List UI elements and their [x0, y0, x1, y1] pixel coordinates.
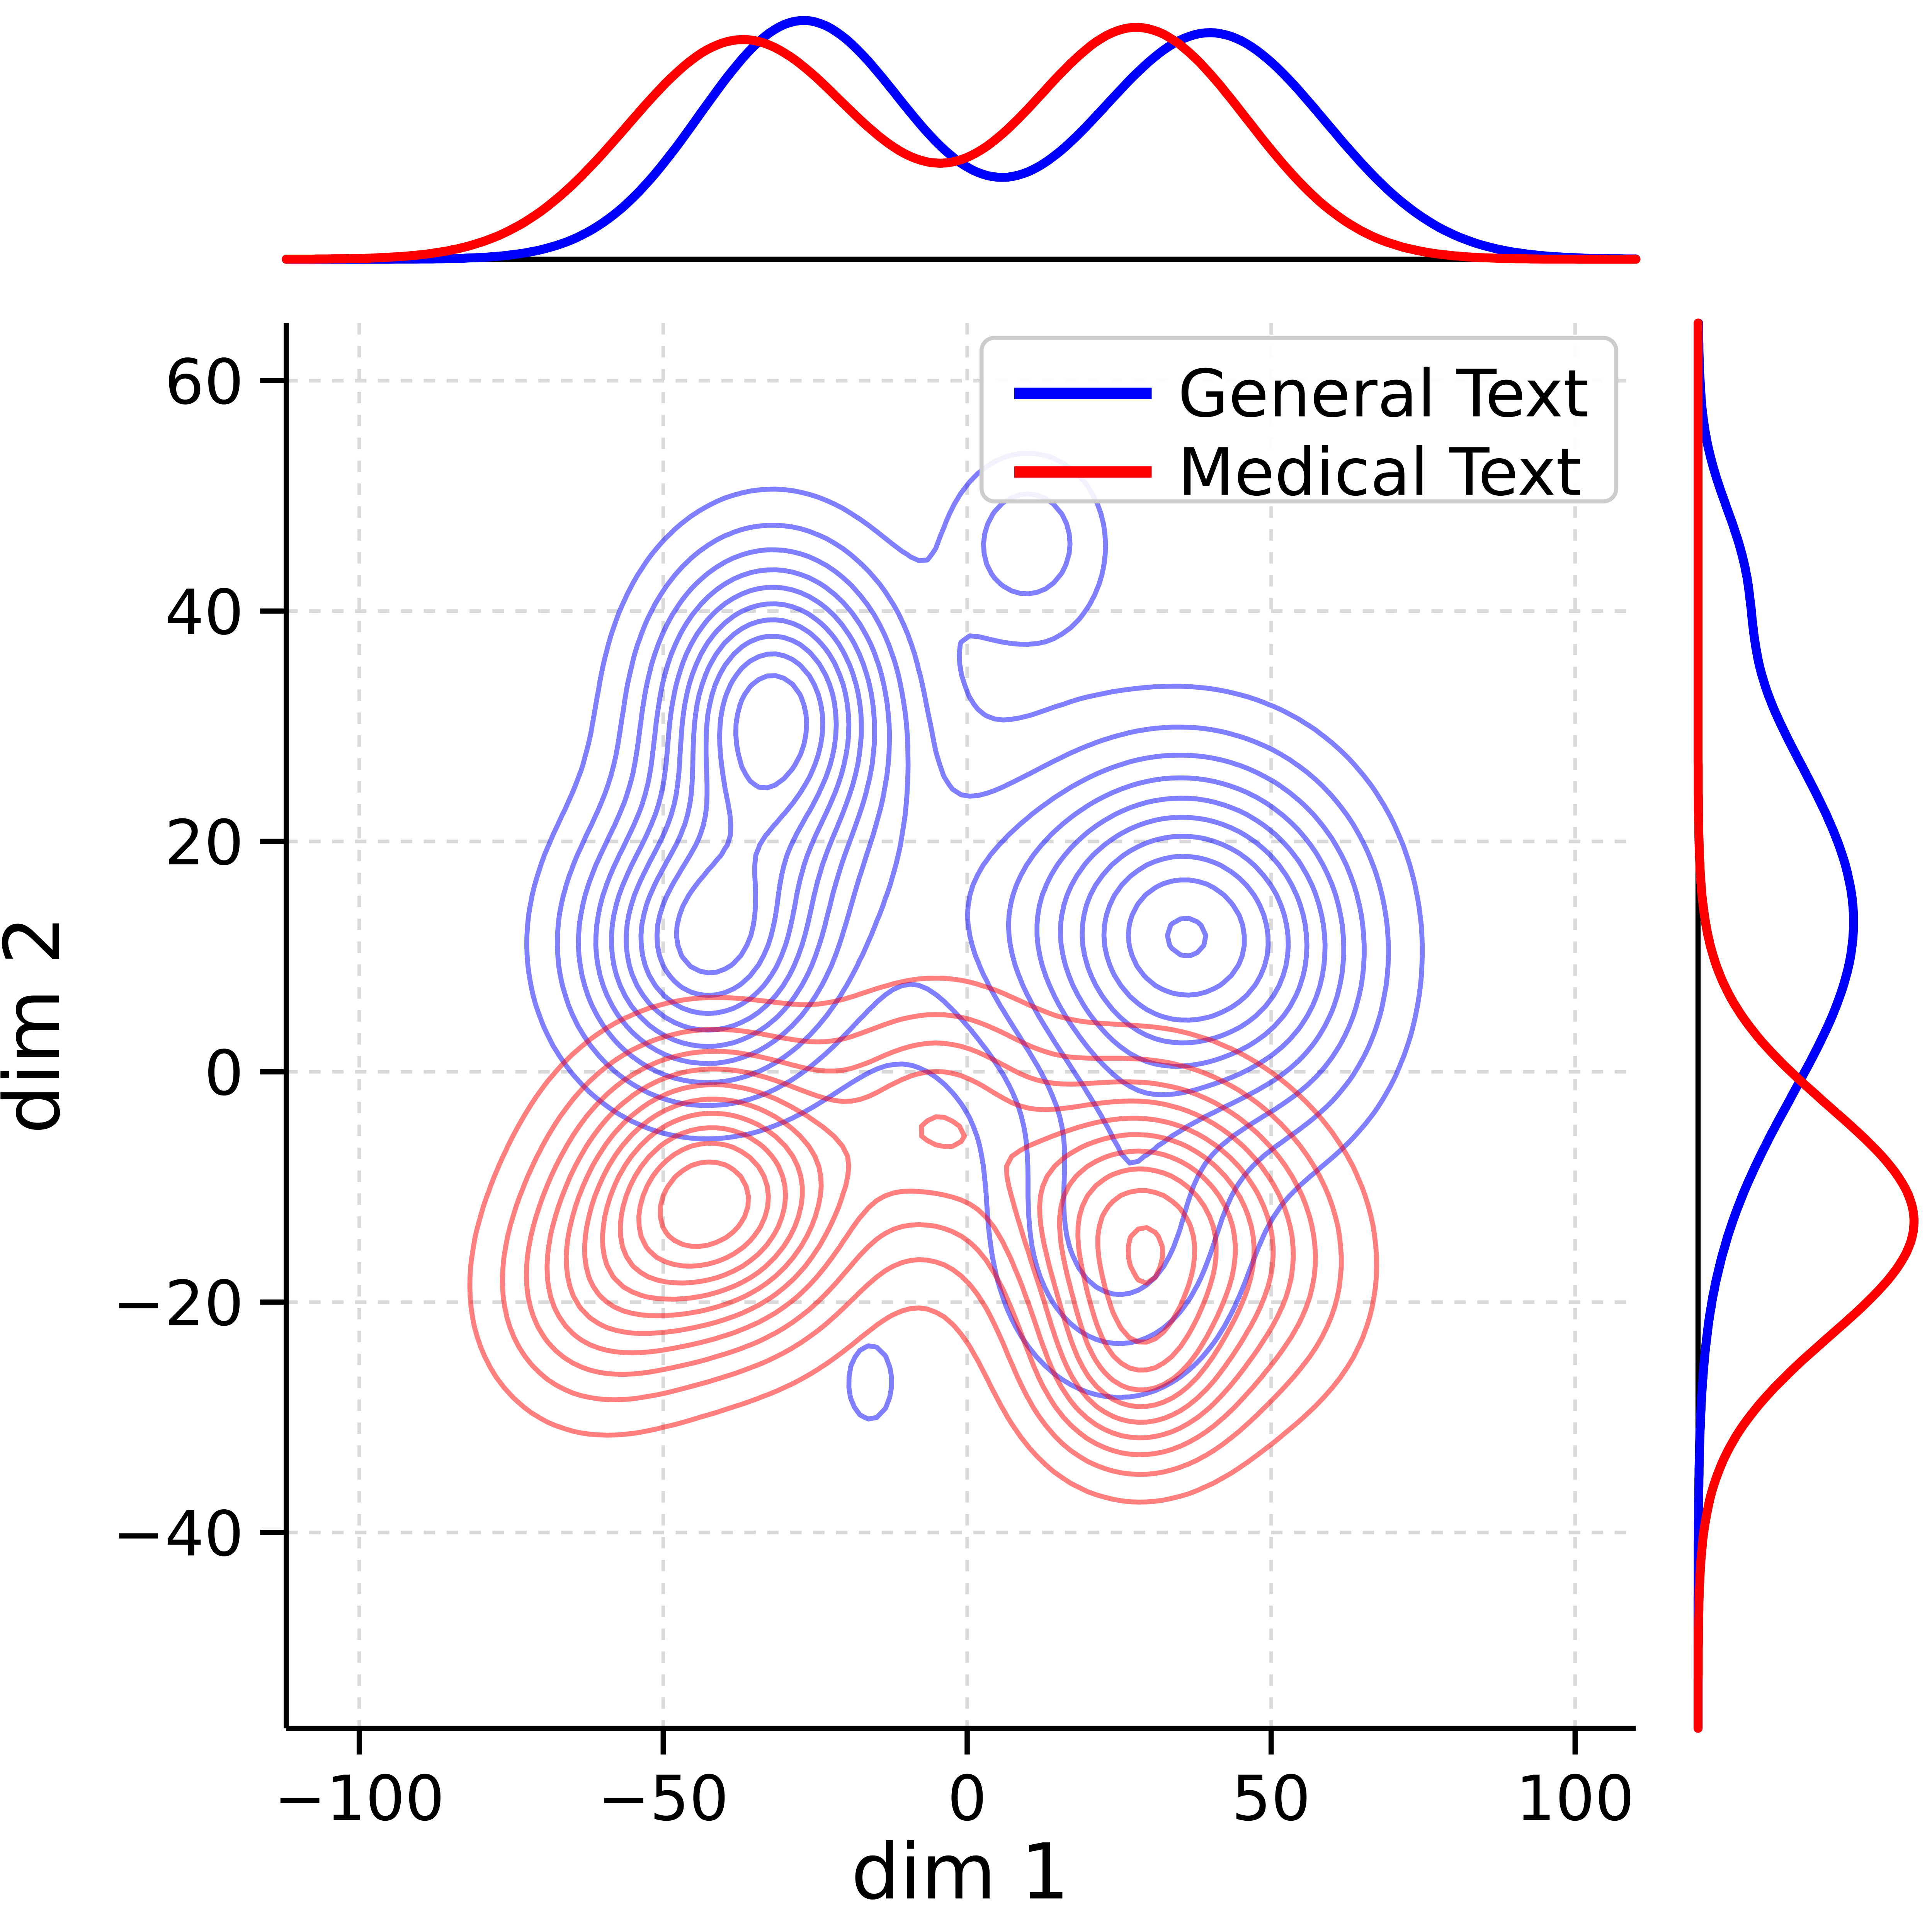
contour-level: [563, 1082, 1276, 1425]
contour-level: [674, 651, 1247, 998]
general-text-contours: [524, 451, 1425, 1422]
contour-level: [500, 1012, 1344, 1477]
medical-text-contours: [467, 975, 1379, 1505]
legend-label-general-text: General Text: [1178, 355, 1589, 432]
contour-level: [467, 975, 1379, 1505]
y-tick-label: 20: [165, 807, 244, 879]
legend: General Text Medical Text: [979, 335, 1619, 510]
contour-level: [524, 451, 1425, 1422]
contour-level: [544, 1066, 1296, 1440]
top-marginal-curve: [282, 23, 1641, 264]
y-axis-label: dim 2: [0, 916, 77, 1134]
contour-level: [582, 1097, 1257, 1409]
x-tick-label: 100: [1516, 1762, 1634, 1835]
right-marginal-kde: [1693, 318, 1919, 1733]
legend-label-medical-text: Medical Text: [1178, 434, 1582, 510]
y-tick-label: 60: [165, 346, 244, 418]
contour-level: [654, 634, 1271, 1023]
right-marginal-curve: [1693, 318, 1919, 1733]
y-tick-label: 40: [165, 577, 244, 649]
x-axis-label: dim 1: [851, 1827, 1070, 1917]
contour-level: [576, 547, 1367, 1297]
y-tick-label: −20: [112, 1267, 244, 1340]
x-tick-label: −100: [274, 1762, 445, 1835]
legend-box: [979, 335, 1619, 503]
y-tick-labels: −40 −20 0 20 40 60: [112, 346, 244, 1570]
contour-level: [618, 1125, 1219, 1373]
contour-level: [609, 585, 1328, 1097]
contour-level: [636, 1141, 1197, 1345]
x-tick-labels: −100 −50 0 50 100: [274, 1762, 1634, 1835]
top-marginal-kde: [282, 16, 1641, 264]
y-tick-label: −40: [112, 1498, 244, 1570]
right-marginal-curve: [1693, 318, 1858, 1733]
x-tick-label: 0: [947, 1762, 987, 1835]
x-tick-label: −50: [598, 1762, 729, 1835]
x-tick-label: 50: [1231, 1762, 1311, 1835]
y-tick-label: 0: [204, 1037, 243, 1109]
contour-level: [638, 617, 1291, 1046]
contour-level: [524, 1040, 1318, 1457]
axes-spines-ticks: [260, 323, 1636, 1755]
contour-level: [658, 1159, 1165, 1286]
contour-level: [733, 673, 1209, 959]
contour-level: [600, 1111, 1238, 1393]
